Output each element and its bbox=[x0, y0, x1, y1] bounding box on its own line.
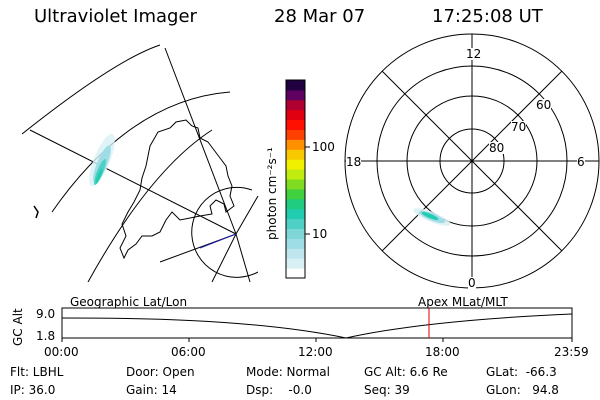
latitude-arc-outer bbox=[21, 44, 161, 135]
info-dsp: Dsp: -0.0 bbox=[246, 383, 312, 397]
mlt-label-12: 12 bbox=[466, 47, 482, 61]
timeline-x-tick: 00:00 bbox=[44, 345, 79, 359]
info-glat: GLat: -66.3 bbox=[486, 365, 557, 379]
colorbar-swatch bbox=[286, 89, 305, 101]
meridian-line bbox=[164, 47, 237, 235]
meridian-line bbox=[211, 233, 237, 283]
info-gc-alt: GC Alt: 6.6 Re bbox=[364, 365, 448, 379]
colorbar-swatch bbox=[286, 218, 305, 229]
info-seq: Seq: 39 bbox=[364, 383, 410, 397]
timeline-frame bbox=[61, 307, 573, 339]
colorbar-swatch bbox=[286, 169, 305, 180]
colorbar-swatch bbox=[286, 188, 305, 200]
timeline-x-tick: 18:00 bbox=[425, 345, 460, 359]
timeline-x-tick: 12:00 bbox=[298, 345, 333, 359]
colorbar-swatch bbox=[286, 109, 305, 121]
info-filter: Flt: LBHL bbox=[10, 365, 64, 379]
mlt-label-6: 6 bbox=[577, 155, 585, 169]
colorbar-swatch bbox=[286, 228, 305, 239]
latitude-arc-inner bbox=[87, 129, 213, 283]
polar-diagonal bbox=[381, 70, 563, 252]
meridian-line bbox=[235, 233, 251, 283]
coastline bbox=[119, 119, 235, 260]
colorbar-frame bbox=[285, 79, 306, 279]
polar-circle bbox=[191, 186, 259, 278]
colorbar-swatch bbox=[286, 179, 305, 190]
observation-date: 28 Mar 07 bbox=[274, 6, 366, 27]
info-gain: Gain: 14 bbox=[126, 383, 177, 397]
meridian-line bbox=[29, 129, 237, 235]
colorbar-swatch bbox=[286, 139, 305, 150]
colorbar-swatch bbox=[286, 80, 305, 91]
colorbar-swatch bbox=[286, 129, 305, 140]
timeline-y-tick-max: 9.0 bbox=[36, 307, 56, 321]
colorbar-swatch bbox=[286, 149, 305, 160]
mlat-label-80: 80 bbox=[489, 141, 505, 155]
instrument-title: Ultraviolet Imager bbox=[34, 6, 197, 27]
aurora-geographic bbox=[89, 133, 115, 187]
info-mode: Mode: Normal bbox=[246, 365, 330, 379]
timeline-right-title: Apex MLat/MLT bbox=[418, 295, 508, 309]
colorbar-swatch bbox=[286, 99, 305, 111]
coastline-fragment bbox=[33, 205, 39, 219]
timeline-x-tick: 23:59 bbox=[554, 345, 589, 359]
pole-marker bbox=[199, 233, 237, 249]
colorbar-swatch bbox=[286, 238, 305, 249]
info-door: Door: Open bbox=[126, 365, 195, 379]
colorbar-swatch bbox=[286, 248, 305, 259]
mlt-label-18: 18 bbox=[346, 155, 362, 169]
timeline-left-title: Geographic Lat/Lon bbox=[70, 295, 188, 309]
info-ip: IP: 36.0 bbox=[10, 383, 56, 397]
altitude-curve bbox=[61, 313, 573, 339]
colorbar-tick-10: 10 bbox=[312, 227, 328, 241]
colorbar-swatch bbox=[286, 258, 305, 269]
info-glon: GLon: 94.8 bbox=[486, 383, 559, 397]
latitude-arc-middle bbox=[51, 91, 231, 213]
colorbar-swatch bbox=[286, 208, 305, 220]
mlt-label-0: 0 bbox=[468, 276, 476, 290]
aurora-polar bbox=[413, 208, 451, 226]
colorbar-swatch bbox=[286, 198, 305, 210]
colorbar-swatch bbox=[286, 119, 305, 130]
timeline-x-tick: 06:00 bbox=[171, 345, 206, 359]
mlat-label-60: 60 bbox=[536, 98, 552, 112]
colorbar-swatch bbox=[286, 159, 305, 170]
timeline-y-tick-min: 1.8 bbox=[36, 329, 56, 343]
colorbar-swatch bbox=[286, 268, 305, 279]
observation-time: 17:25:08 UT bbox=[432, 6, 543, 27]
colorbar-tick-100: 100 bbox=[312, 140, 335, 154]
mlat-label-70: 70 bbox=[511, 120, 527, 134]
meridian-line bbox=[235, 195, 259, 235]
